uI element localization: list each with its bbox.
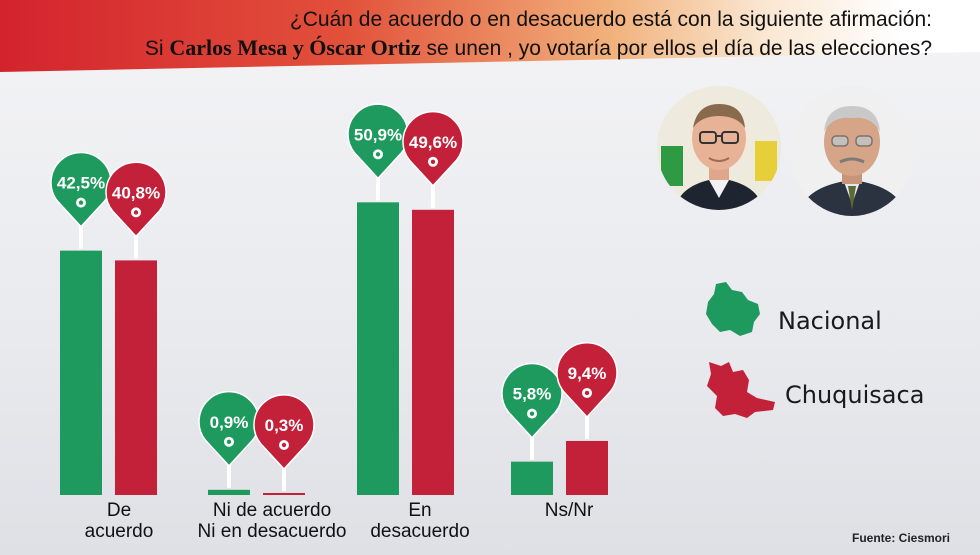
category-label-ns-nr: Ns/Nr <box>474 500 664 521</box>
source-note: Fuente: Ciesmori <box>851 531 950 545</box>
title-suffix: se unen , yo votaría por ellos el día de… <box>420 37 932 60</box>
marker-pin-chuquisaca-3 <box>556 342 618 419</box>
category-label-line: Ni en desacuerdo <box>197 521 347 542</box>
category-label-line: En <box>408 500 432 521</box>
data-label-chuquisaca-0: 40,8% <box>112 183 160 202</box>
chuquisaca-map-icon <box>707 362 775 418</box>
title-prefix: Si <box>144 37 170 60</box>
marker-dot-inner-chuquisaca-1 <box>281 442 287 448</box>
bar-chuquisaca-0 <box>115 260 157 495</box>
category-label-de-acuerdo: De acuerdo <box>24 500 214 542</box>
marker-pin-chuquisaca-2 <box>402 110 464 187</box>
data-label-nacional-0: 42,5% <box>57 174 105 193</box>
marker-pin-nacional-3 <box>501 362 563 439</box>
bar-chuquisaca-1 <box>263 493 305 495</box>
marker-dot-inner-nacional-1 <box>226 439 232 445</box>
marker-pin-chuquisaca-1 <box>253 394 315 471</box>
data-label-nacional-3: 5,8% <box>513 385 552 404</box>
bar-nacional-2 <box>357 202 399 495</box>
marker-dot-inner-chuquisaca-0 <box>133 210 139 215</box>
bolivia-map-icon <box>706 282 760 336</box>
legend-label-chuquisaca: Chuquisaca <box>785 381 925 409</box>
data-label-chuquisaca-3: 9,4% <box>568 364 607 383</box>
bar-chuquisaca-3 <box>566 440 608 495</box>
bar-nacional-1 <box>208 489 250 495</box>
data-label-chuquisaca-2: 49,6% <box>409 133 457 152</box>
marker-pin-chuquisaca-0 <box>105 161 167 238</box>
title-names: Carlos Mesa y Óscar Ortiz <box>169 35 421 60</box>
category-label-line: desacuerdo <box>370 521 470 542</box>
chart-title-line2: Si Carlos Mesa y Óscar Ortiz se unen , y… <box>145 35 932 61</box>
bar-nacional-3 <box>511 461 553 495</box>
category-label-ni-de-acuerdo: Ni de acuerdo Ni en desacuerdo <box>177 500 367 542</box>
data-label-nacional-1: 0,9% <box>210 413 249 432</box>
data-label-nacional-2: 50,9% <box>354 125 402 144</box>
category-label-line: Ns/Nr <box>544 500 594 521</box>
bar-nacional-0 <box>60 250 102 495</box>
category-label-line: De <box>106 500 132 521</box>
marker-dot-inner-chuquisaca-2 <box>430 159 436 164</box>
category-label-line: acuerdo <box>84 521 154 542</box>
data-label-chuquisaca-1: 0,3% <box>265 416 304 435</box>
marker-dot-inner-nacional-0 <box>78 200 84 205</box>
legend-label-nacional: Nacional <box>778 307 882 335</box>
bar-chuquisaca-2 <box>412 209 454 496</box>
marker-dot-inner-chuquisaca-3 <box>584 390 590 396</box>
category-label-en-desacuerdo: En desacuerdo <box>325 500 515 542</box>
marker-dot-inner-nacional-2 <box>375 152 381 157</box>
photo-oscar-ortiz <box>657 86 781 210</box>
photo-carlos-mesa <box>790 86 914 216</box>
marker-dot-inner-nacional-3 <box>529 411 535 416</box>
category-label-line: Ni de acuerdo <box>212 500 332 521</box>
chart-title-line1: ¿Cuán de acuerdo o en desacuerdo está co… <box>289 8 932 31</box>
